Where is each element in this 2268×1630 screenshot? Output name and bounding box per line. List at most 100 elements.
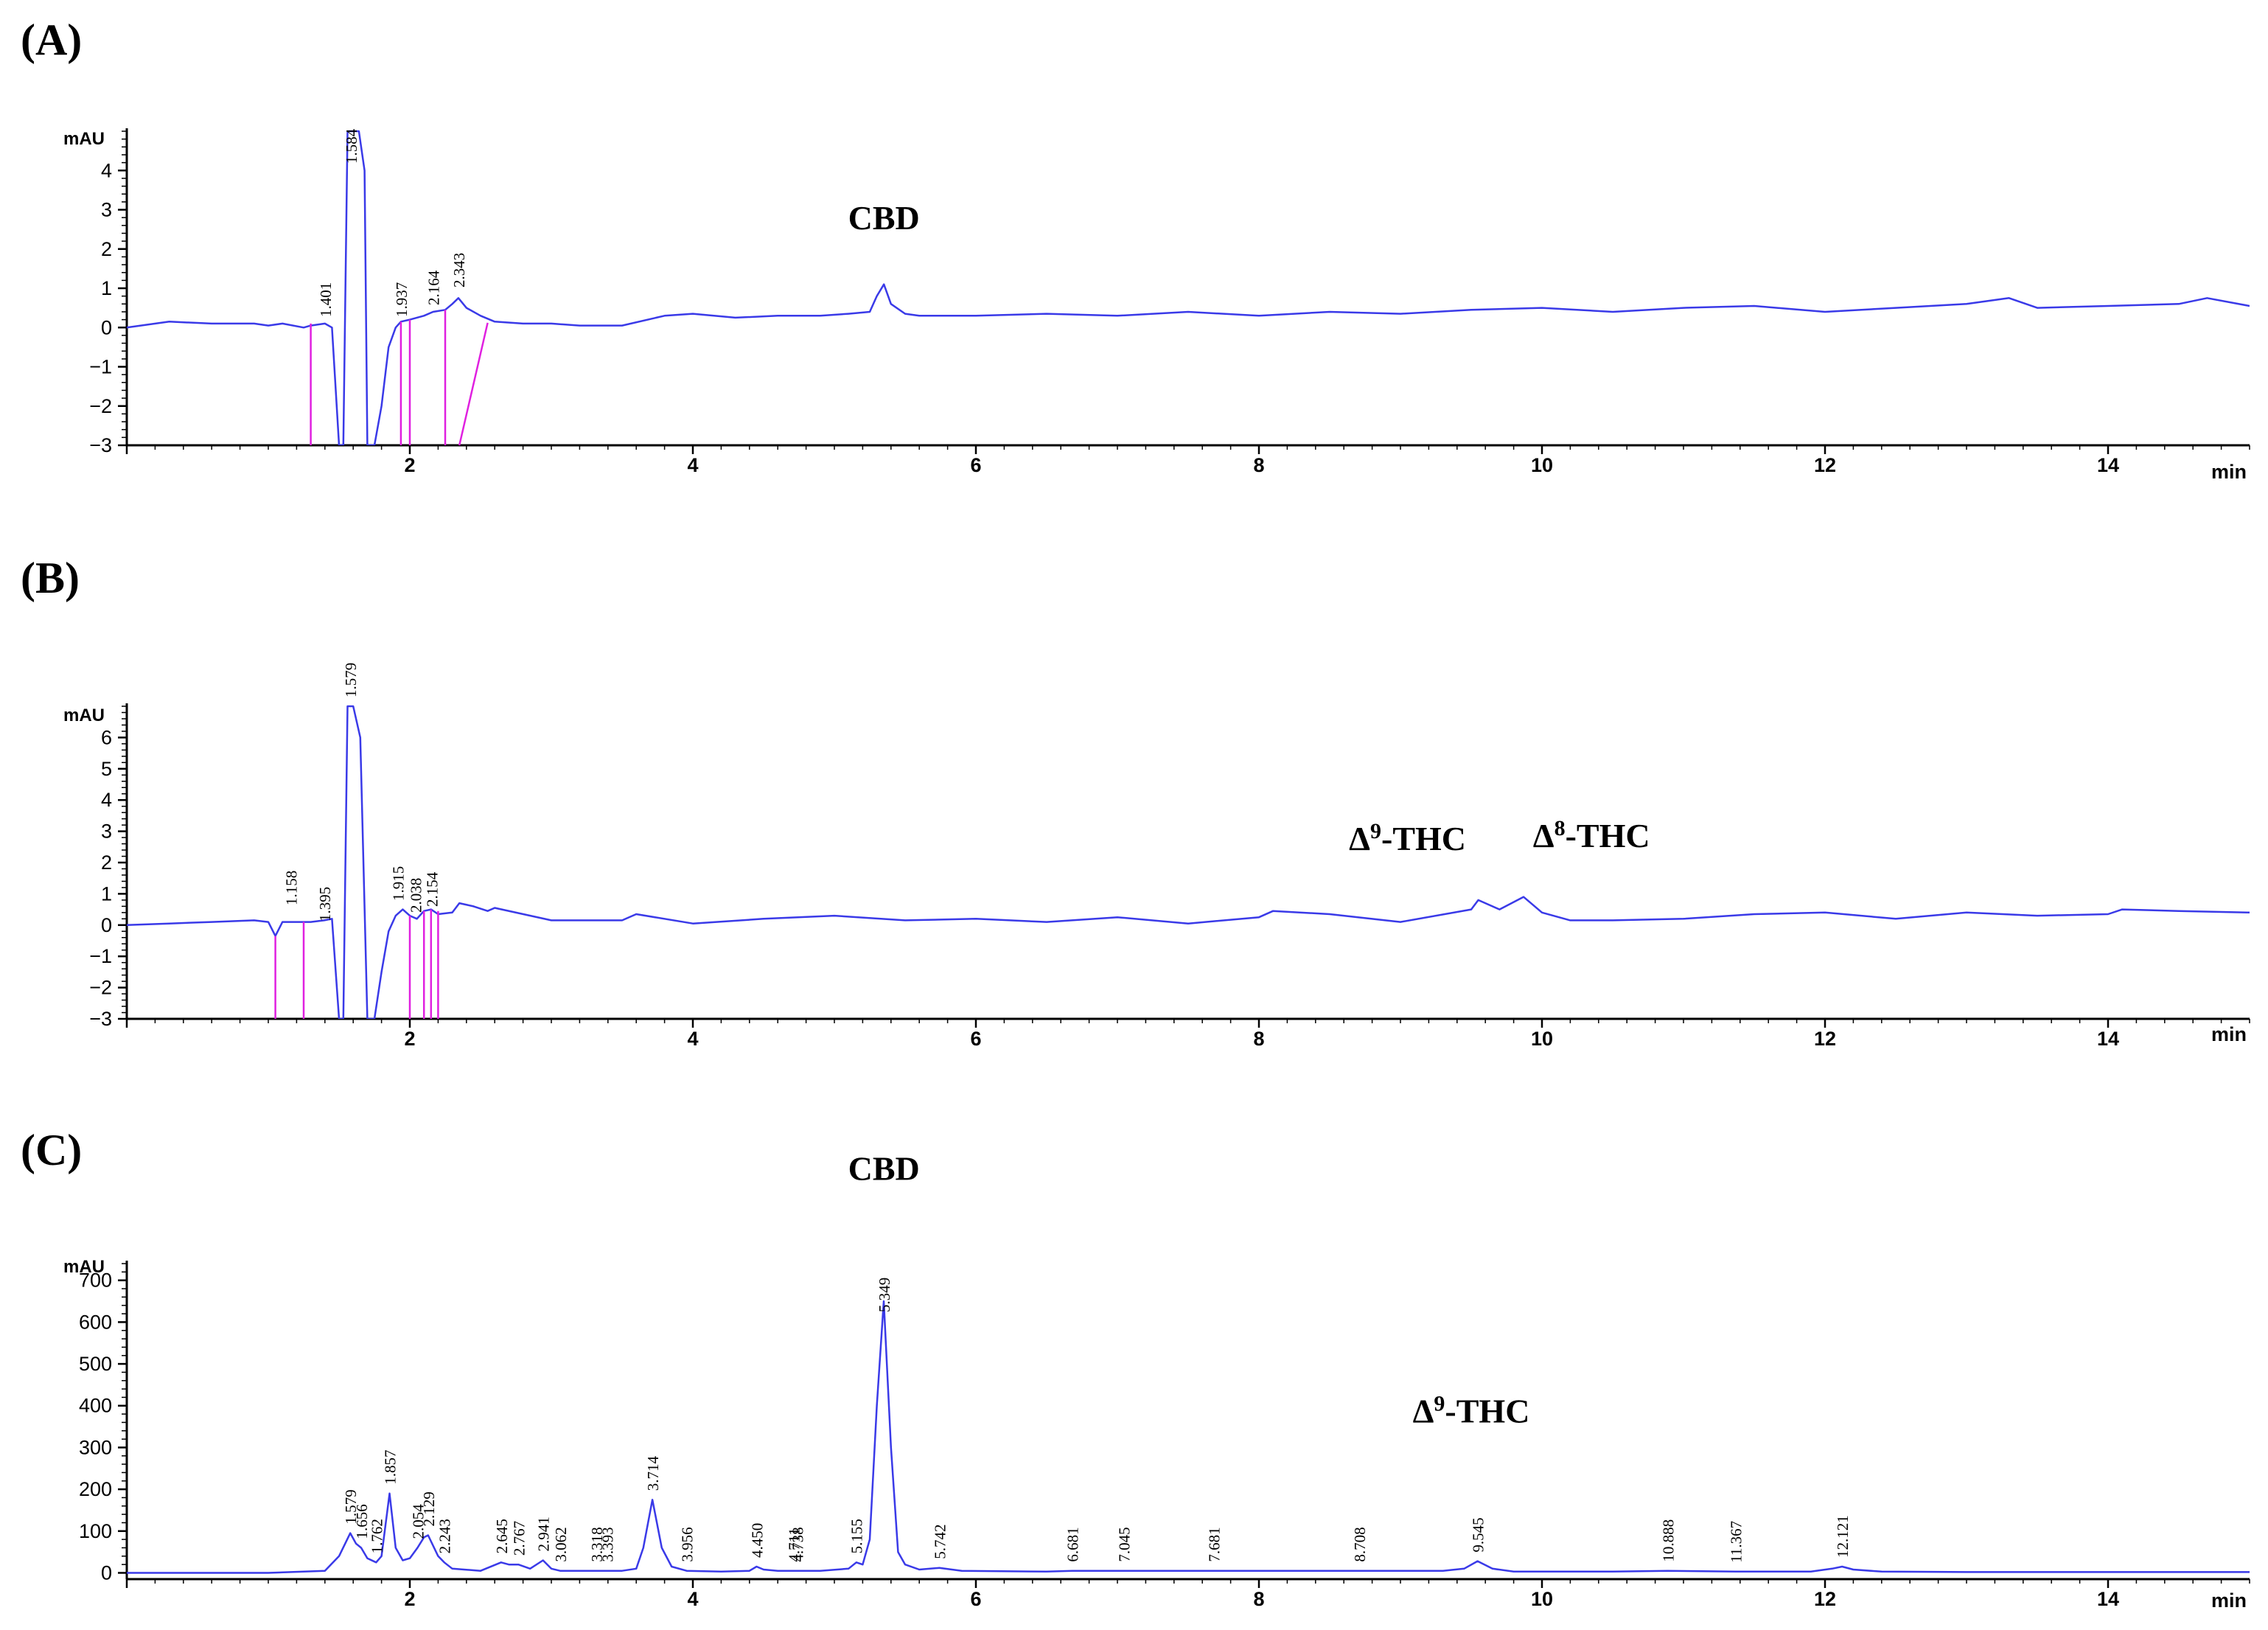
panel-c-peak-label: 2.243	[436, 1519, 454, 1553]
panel-a-x-tick-label: 2	[404, 454, 415, 476]
panel-c-y-tick-label: 700	[79, 1269, 112, 1292]
panel-b-y-tick-label: 4	[101, 789, 112, 811]
panel-a-x-unit: min	[2211, 461, 2247, 483]
panel-c-peak-label: 1.656	[353, 1504, 371, 1539]
panel-c-peak-label: 4.450	[748, 1523, 766, 1558]
panel-a-annotations: CBD	[848, 199, 920, 237]
panel-c-x-tick-label: 4	[687, 1588, 698, 1610]
panel-c-peak-label: 5.155	[848, 1519, 866, 1553]
panel-c-x-tick-label: 12	[1814, 1588, 1836, 1610]
panel-a-y-tick-label: −1	[89, 356, 112, 378]
panel-c-y-tick-label: 300	[79, 1436, 112, 1458]
panel-b-x-tick-label: 4	[687, 1028, 698, 1050]
panel-b-x-tick-label: 6	[970, 1028, 981, 1050]
panel-a-x-tick-label: 6	[970, 454, 981, 476]
panel-a-peak-label: 1.401	[317, 282, 335, 317]
panel-c-peak-label: 2.767	[510, 1521, 528, 1556]
panel-a-peak-label: 2.164	[425, 270, 442, 305]
panel-c-peak-label: 2.941	[535, 1516, 553, 1551]
panel-c-peak-label: 10.888	[1659, 1519, 1677, 1562]
panel-c: (C) mAU min 2 4 6 8 10 12 14 0 100 200 300 400 500 60…	[21, 1126, 2250, 1612]
panel-a-x-tick-label: 12	[1814, 454, 1836, 476]
panel-c-label: (C)	[21, 1126, 82, 1174]
panel-c-peak-label: 3.318	[588, 1527, 606, 1561]
panel-c-y-tick-label: 600	[79, 1311, 112, 1333]
panel-b-annotations: Δ9-THC Δ8-THC	[1349, 816, 1650, 857]
panel-b-x-tick-label: 12	[1814, 1028, 1836, 1050]
panel-c-peak-label: 12.121	[1834, 1515, 1852, 1558]
panel-c-peak-label: 2.054	[409, 1504, 427, 1539]
panel-b-x-tick-label: 14	[2097, 1028, 2119, 1050]
panel-c-y-tick-label: 0	[101, 1561, 112, 1584]
panel-b-y-tick-label: 1	[101, 882, 112, 905]
panel-b-x-tick-label: 10	[1531, 1028, 1553, 1050]
panel-a-x-tick-label: 10	[1531, 454, 1553, 476]
panel-b-x-tick-label: 2	[404, 1028, 415, 1050]
panel-c-x-tick-label: 8	[1253, 1588, 1264, 1610]
panel-b-peak-label: 1.915	[390, 866, 408, 901]
panel-c-axes: 2 4 6 8 10 12 14 0 100 200 300 400 500 600 700 1.5791.6…	[79, 1261, 2250, 1610]
panel-c-peak-label: 4.711	[786, 1528, 803, 1561]
panel-b-y-unit: mAU	[63, 706, 105, 725]
panel-a-x-tick-label: 14	[2097, 454, 2119, 476]
panel-a: (A) mAU min 2 4 6 8 10 12 14−3−2−1012341.4011.…	[21, 15, 2250, 483]
panel-c-peak-label: 7.045	[1116, 1527, 1134, 1561]
panel-a-y-tick-label: −3	[89, 434, 112, 456]
panel-c-peak-label: 5.349	[876, 1278, 893, 1312]
panel-b-y-tick-label: 6	[101, 726, 112, 748]
panel-c-x-tick-label: 2	[404, 1588, 415, 1610]
panel-a-y-tick-label: 3	[101, 199, 112, 221]
panel-c-peak-label: 1.857	[382, 1450, 399, 1485]
panel-c-annotation: Δ9-THC	[1413, 1391, 1530, 1429]
panel-b-y-tick-label: 3	[101, 821, 112, 843]
panel-c-peak-label: 5.742	[931, 1524, 949, 1558]
panel-c-y-tick-label: 400	[79, 1395, 112, 1417]
panel-b-y-tick-label: 0	[101, 914, 112, 936]
panel-a-y-tick-label: 2	[101, 238, 112, 260]
panel-b-y-tick-label: −3	[89, 1008, 112, 1030]
panel-b-label: (B)	[21, 554, 80, 602]
panel-a-x-tick-label: 4	[687, 454, 698, 476]
panel-c-y-unit: mAU	[63, 1257, 105, 1277]
panel-c-peak-label: 3.393	[599, 1527, 616, 1561]
panel-b-y-tick-label: −2	[89, 977, 112, 999]
panel-c-peak-label: 6.681	[1064, 1527, 1082, 1561]
panel-b-peak-label: 1.579	[342, 663, 360, 697]
panel-b-annotation: Δ9-THC	[1349, 819, 1466, 857]
panel-a-y-tick-label: 1	[101, 277, 112, 299]
panel-a-series-line	[127, 130, 2250, 445]
panel-a-y-tick-label: 4	[101, 159, 112, 181]
panel-c-x-tick-label: 6	[970, 1588, 981, 1610]
panel-a-y-tick-label: 0	[101, 316, 112, 338]
panel-c-peak-label: 2.129	[420, 1491, 438, 1526]
panel-a-integration-mark	[458, 322, 489, 446]
panel-c-y-tick-label: 500	[79, 1353, 112, 1375]
panel-c-peak-label: 3.714	[644, 1456, 662, 1491]
panel-a-y-unit: mAU	[63, 129, 105, 149]
panel-c-peak-label: 3.062	[552, 1527, 570, 1561]
panel-b-y-tick-label: −1	[89, 945, 112, 967]
panel-c-x-tick-label: 14	[2097, 1588, 2119, 1610]
panel-c-y-tick-label: 100	[79, 1520, 112, 1542]
panel-c-peak-label: 1.579	[342, 1489, 360, 1524]
panel-a-peak-label: 1.584	[343, 128, 360, 164]
panel-c-peak-label: 11.367	[1727, 1521, 1745, 1563]
panel-b-y-tick-label: 5	[101, 758, 112, 780]
panel-b-peak-label: 2.154	[424, 871, 442, 907]
panel-c-x-tick-label: 10	[1531, 1588, 1553, 1610]
panel-b-y-tick-label: 2	[101, 851, 112, 874]
panel-c-peak-label: 1.762	[368, 1519, 385, 1553]
panel-c-peak-label: 9.545	[1470, 1517, 1487, 1552]
panel-b: (B) mAU min 2 4 6 8 10 12 14−3−2−101234561.158…	[21, 554, 2250, 1050]
panel-b-peak-label: 1.158	[282, 871, 300, 905]
panel-b-annotation: Δ8-THC	[1533, 816, 1650, 854]
panel-a-peak-label: 1.937	[393, 282, 411, 317]
panel-a-annotation: CBD	[848, 199, 920, 237]
panel-a-x-tick-label: 8	[1253, 454, 1264, 476]
panel-c-peak-label: 2.645	[493, 1519, 511, 1553]
panel-a-y-tick-label: −2	[89, 395, 112, 417]
panel-a-peak-label: 2.343	[450, 253, 468, 288]
panel-b-peak-label: 1.395	[316, 887, 334, 922]
